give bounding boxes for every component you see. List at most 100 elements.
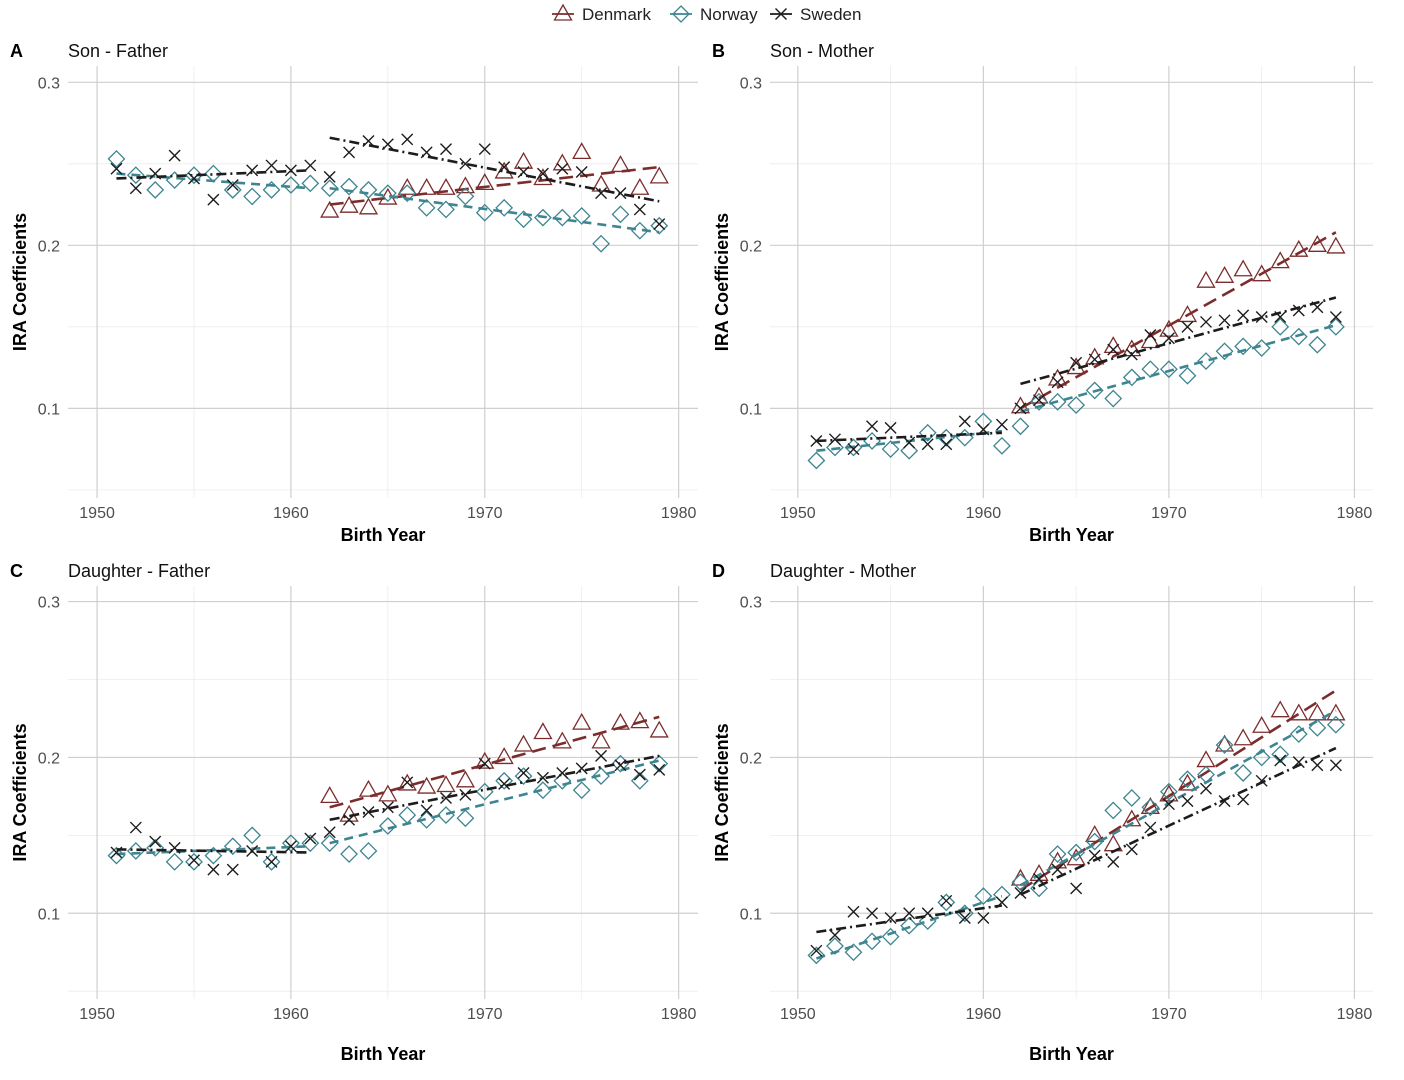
data-point <box>614 187 627 200</box>
gridlines <box>68 66 698 498</box>
fit-line <box>1019 709 1337 887</box>
data-point-stroke-b <box>1181 320 1194 333</box>
data-point-stroke-b <box>1144 328 1157 341</box>
data-point-stroke-b <box>536 167 549 180</box>
fit-line <box>1020 296 1337 386</box>
data-point <box>1104 389 1123 408</box>
data-point-stroke-b <box>1329 311 1342 324</box>
data-point <box>1329 311 1342 324</box>
panel-title: Daughter - Mother <box>770 561 916 581</box>
x-tick-label: 1960 <box>966 505 1002 522</box>
data-point <box>246 164 259 177</box>
x-tick-label: 1970 <box>1151 1006 1187 1023</box>
data-point <box>129 821 142 834</box>
y-tick-label: 0.2 <box>740 750 762 767</box>
data-point <box>398 806 417 825</box>
data-point <box>974 887 993 906</box>
data-point <box>1104 801 1123 820</box>
data-point <box>378 184 397 203</box>
data-point <box>592 234 610 253</box>
data-point-stroke-b <box>884 421 897 434</box>
data-point <box>572 207 591 225</box>
y-tick-label: 0.2 <box>740 238 762 255</box>
x-tick-label: 1970 <box>467 1006 503 1023</box>
data-point <box>940 438 953 451</box>
x-tick-label: 1960 <box>273 1006 309 1023</box>
data-point <box>129 182 142 195</box>
data-point <box>301 834 320 853</box>
data-point <box>1178 366 1197 385</box>
data-point-stroke-b <box>977 911 990 924</box>
data-point <box>440 791 452 804</box>
x-axis-title: Birth Year <box>1029 1044 1114 1064</box>
y-axis-title: IRA Coefficients <box>712 723 732 861</box>
data-point <box>243 187 262 206</box>
data-point <box>1292 304 1305 317</box>
data-point-stroke-b <box>1014 887 1027 900</box>
x-axis-title: Birth Year <box>341 525 426 545</box>
data-point-stroke-b <box>1311 759 1324 772</box>
data-point <box>993 436 1011 455</box>
data-point <box>534 208 552 227</box>
data-point <box>1274 754 1287 767</box>
data-point <box>455 176 476 194</box>
data-point <box>653 763 666 776</box>
y-tick-label: 0.3 <box>38 75 60 92</box>
data-point-stroke-b <box>1292 304 1305 317</box>
data-point <box>884 911 897 924</box>
y-tick-label: 0.2 <box>38 750 60 767</box>
data-point-stroke-b <box>1218 314 1231 327</box>
data-point <box>1067 843 1086 862</box>
data-point-stroke-b <box>207 863 220 876</box>
data-point <box>207 863 220 876</box>
data-point <box>572 142 592 160</box>
fit-line <box>116 172 311 190</box>
legend-entry-denmark: Denmark <box>552 3 651 24</box>
data-point <box>362 805 375 818</box>
data-point-stroke-b <box>1200 315 1213 328</box>
gridlines <box>770 586 1373 999</box>
data-point-stroke-b <box>478 757 491 770</box>
data-point-stroke-b <box>1162 798 1175 811</box>
data-point-stroke-b <box>1255 311 1268 324</box>
data-point <box>1141 360 1160 379</box>
data-point <box>1214 734 1235 752</box>
data-point <box>1085 832 1104 851</box>
data-point <box>223 180 242 199</box>
panel-title: Daughter - Father <box>68 561 210 581</box>
data-point <box>630 177 650 195</box>
data-point <box>1326 236 1346 254</box>
data-point <box>649 166 669 184</box>
data-point <box>168 149 181 162</box>
data-point <box>826 937 844 955</box>
x-tick-label: 1960 <box>273 505 309 522</box>
data-point <box>556 767 569 780</box>
data-point-stroke-b <box>575 165 588 178</box>
data-point <box>301 174 320 193</box>
data-point <box>478 143 491 156</box>
data-point <box>903 436 916 449</box>
data-point <box>844 438 863 457</box>
data-point <box>146 838 165 857</box>
data-point <box>416 177 437 195</box>
data-point-stroke-b <box>958 911 971 924</box>
data-point <box>420 804 433 817</box>
data-point <box>881 440 900 459</box>
legend-label: Denmark <box>582 5 651 24</box>
data-point-stroke-b <box>188 854 200 867</box>
data-point <box>323 826 336 839</box>
data-point-stroke-b <box>129 182 142 195</box>
data-point <box>1308 335 1327 354</box>
data-point <box>1085 381 1104 400</box>
data-point <box>478 757 491 770</box>
data-point <box>1030 392 1048 411</box>
panel-tag: B <box>712 41 725 61</box>
data-point <box>401 776 414 789</box>
data-point-stroke-b <box>401 133 414 146</box>
data-point <box>881 927 900 946</box>
data-point <box>359 180 378 199</box>
panel-b: B Son - Mother 1950 1960 1970 1980 0.1 0.2 0.3 Bi… <box>712 41 1373 545</box>
data-point-stroke-b <box>1051 863 1064 876</box>
data-point <box>340 845 358 863</box>
